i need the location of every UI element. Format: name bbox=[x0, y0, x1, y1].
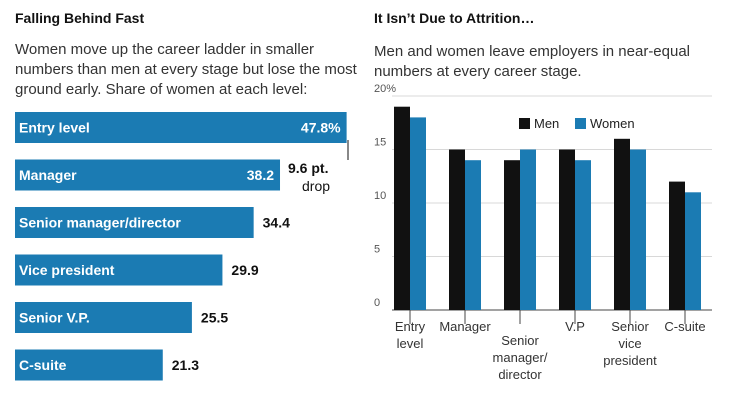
left-chart-panel: Falling Behind Fast Women move up the ca… bbox=[0, 0, 360, 401]
bar-women bbox=[630, 149, 646, 310]
bar bbox=[15, 302, 192, 333]
bar-men bbox=[669, 181, 685, 310]
x-tick-label: Manager bbox=[439, 319, 491, 334]
y-tick-label: 10 bbox=[374, 190, 386, 202]
bar-men bbox=[559, 149, 575, 310]
category-label: Vice president bbox=[19, 262, 115, 278]
x-tick-label: Senior manager/director bbox=[493, 333, 548, 382]
left-chart-subtitle: Women move up the career ladder in small… bbox=[15, 41, 357, 98]
value-label: 21.3 bbox=[172, 357, 199, 373]
left-chart-title: Falling Behind Fast bbox=[15, 10, 145, 26]
value-label: 47.8% bbox=[301, 120, 341, 136]
bar bbox=[15, 349, 163, 381]
drop-annotation-value: 9.6 pt. bbox=[288, 160, 328, 176]
x-tick-label: V.P bbox=[565, 319, 585, 334]
right-chart-title: It Isn’t Due to Attrition… bbox=[374, 10, 535, 26]
category-label: Manager bbox=[19, 167, 77, 183]
y-tick-label: 15 bbox=[374, 137, 386, 149]
bar bbox=[15, 112, 347, 143]
x-tick-label: C-suite bbox=[664, 319, 705, 334]
right-chart-subtitle: Men and women leave employers in near-eq… bbox=[374, 43, 691, 80]
right-chart-panel: It Isn’t Due to Attrition… Men and women… bbox=[372, 0, 741, 401]
y-tick-label: 20% bbox=[374, 83, 396, 95]
category-label: C-suite bbox=[19, 357, 67, 373]
legend-swatch-women bbox=[575, 118, 586, 129]
bar-men bbox=[614, 138, 630, 310]
bar-men bbox=[504, 160, 520, 310]
value-label: 25.5 bbox=[201, 310, 228, 326]
category-label: Entry level bbox=[19, 120, 90, 136]
bar bbox=[15, 207, 254, 238]
bar-women bbox=[520, 149, 536, 310]
bar bbox=[15, 254, 223, 286]
bar-women bbox=[465, 160, 481, 310]
y-tick-label: 0 bbox=[374, 297, 380, 309]
x-tick-label: Senior vice president bbox=[603, 319, 657, 368]
value-label: 29.9 bbox=[231, 262, 258, 278]
legend-label-men: Men bbox=[534, 116, 559, 131]
bar bbox=[15, 159, 281, 191]
x-tick-label: Entry level bbox=[395, 319, 426, 351]
drop-annotation-label: drop bbox=[302, 178, 330, 194]
category-label: Senior manager/director bbox=[19, 215, 181, 231]
bar-women bbox=[575, 160, 591, 310]
value-label: 34.4 bbox=[263, 215, 290, 231]
legend-label-women: Women bbox=[590, 116, 635, 131]
bar-men bbox=[449, 149, 465, 310]
y-tick-label: 5 bbox=[374, 244, 380, 256]
bar-women bbox=[410, 117, 426, 311]
category-label: Senior V.P. bbox=[19, 310, 90, 326]
legend-swatch-men bbox=[519, 118, 530, 129]
value-label: 38.2 bbox=[247, 167, 274, 183]
left-bar-chart: Entry level 47.8% Manager 38.2 Senior manage… bbox=[15, 112, 349, 381]
bar-women bbox=[685, 192, 701, 310]
bar-men bbox=[394, 106, 410, 310]
